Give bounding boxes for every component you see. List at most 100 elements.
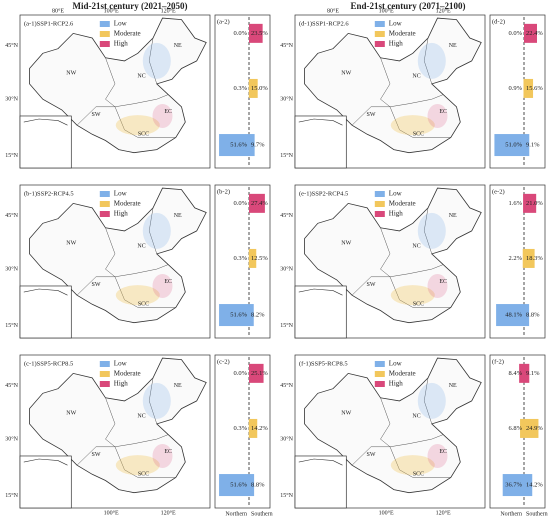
value-label: 1.6% [508, 200, 522, 207]
lat-tick-label: 15°N [280, 322, 293, 329]
value-label: 51.0% [505, 142, 522, 149]
region-border [148, 207, 158, 254]
lat-tick-label: 15°N [5, 322, 18, 329]
bar-southern [249, 193, 265, 213]
region-label: EC [164, 109, 172, 115]
region-label: SCC [138, 132, 149, 138]
lat-tick-label: 45°N [280, 42, 293, 49]
lat-tick-label: 15°N [280, 152, 293, 159]
region-label: NE [174, 213, 182, 219]
value-label: 9.1% [526, 142, 540, 149]
risk-area [417, 212, 446, 249]
inset-coast [298, 288, 343, 296]
value-label: 0.9% [508, 85, 522, 92]
lon-tick-label: 100°E [104, 509, 119, 516]
lat-tick-label: 45°N [5, 42, 18, 49]
bar-panel-label: (d-2) [492, 18, 505, 25]
bar-southern [524, 193, 537, 213]
legend-swatch [99, 361, 110, 367]
bar-southern [524, 363, 530, 383]
region-label: SW [367, 282, 376, 288]
region-border [380, 227, 391, 277]
bar-southern [249, 474, 255, 497]
value-label: 14.2% [526, 482, 543, 489]
inset-frame [294, 285, 347, 339]
risk-area [142, 212, 171, 249]
map-label: (a-1)SSP1-RCP2.6 [24, 20, 74, 27]
value-label: 51.6% [230, 142, 247, 149]
legend-label: Moderate [389, 200, 416, 208]
legend-label: High [114, 210, 129, 218]
value-label: 12.5% [251, 255, 268, 262]
legend-label: Moderate [389, 30, 416, 38]
value-label: 0.3% [233, 255, 247, 262]
lon-tick-label: 120°E [436, 509, 451, 516]
risk-area [142, 382, 171, 419]
bar-southern [524, 418, 539, 438]
legend-label: Low [389, 190, 403, 198]
lon-tick-label: 120°E [161, 509, 176, 516]
risk-area [115, 115, 160, 136]
value-label: 2.2% [508, 255, 522, 262]
region-label: EC [439, 279, 447, 285]
risk-area [417, 42, 446, 79]
legend-swatch [374, 31, 385, 37]
region-border [76, 434, 169, 466]
legend-label: High [114, 380, 129, 388]
region-label: NE [174, 383, 182, 389]
value-label: 0.3% [233, 85, 247, 92]
risk-area [152, 103, 173, 128]
map-label: (c-1)SSP5-RCP8.5 [24, 360, 73, 367]
value-label: 0.0% [233, 30, 247, 37]
legend-label: High [389, 40, 404, 48]
bar-axis-label: Southern [251, 511, 273, 517]
region-label: SW [92, 452, 101, 458]
value-label: 15.0% [251, 85, 268, 92]
region-border [389, 276, 451, 308]
region-border [148, 377, 158, 424]
region-border [114, 276, 176, 308]
bar-northern [520, 418, 524, 438]
bar-northern [519, 363, 524, 383]
region-border [389, 106, 451, 138]
map-label: (d-1)SSP1-RCP2.6 [299, 20, 349, 27]
value-label: 21.0% [526, 200, 543, 207]
value-label: 9.1% [526, 370, 540, 377]
risk-area [427, 103, 448, 128]
bar-northern [502, 474, 524, 497]
region-label: SW [367, 112, 376, 118]
risk-area [152, 273, 173, 298]
bar-southern [524, 23, 537, 43]
bar-northern [523, 78, 524, 98]
bar-northern [219, 134, 249, 157]
inset-frame [19, 115, 72, 169]
risk-area [390, 115, 435, 136]
legend-swatch [374, 211, 385, 217]
lon-tick-label: 80°E [327, 7, 339, 14]
lon-tick-label: 80°E [52, 7, 64, 14]
region-label: NE [449, 43, 457, 49]
inset-frame [294, 115, 347, 169]
risk-area [115, 455, 160, 476]
risk-area [152, 443, 173, 468]
lon-tick-label: 120°E [436, 7, 451, 14]
region-label: NC [412, 244, 420, 250]
inset-coast [23, 458, 68, 466]
region-border [105, 397, 116, 447]
lon-tick-label: 120°E [161, 7, 176, 14]
bar-southern [524, 248, 535, 268]
legend-swatch [374, 41, 385, 47]
region-label: SW [92, 282, 101, 288]
region-label: EC [439, 449, 447, 455]
value-label: 24.9% [526, 425, 543, 432]
region-border [114, 446, 176, 478]
legend-label: High [114, 40, 129, 48]
bar-axis-label: Northern [225, 511, 247, 517]
lat-tick-label: 30°N [280, 436, 293, 443]
value-label: 8.8% [251, 482, 265, 489]
region-label: NE [174, 43, 182, 49]
bar-southern [524, 78, 534, 98]
region-label: SCC [413, 132, 424, 138]
lat-tick-label: 15°N [5, 152, 18, 159]
